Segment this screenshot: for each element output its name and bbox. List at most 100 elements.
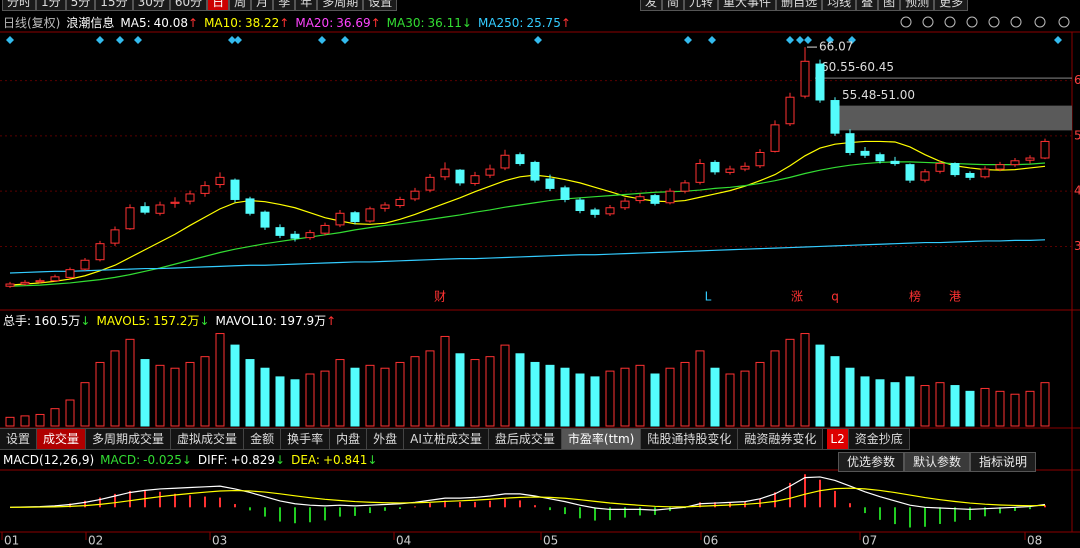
indicator-arrow: ↓: [80, 314, 91, 328]
toolbar-button[interactable]: 简: [662, 0, 685, 11]
tab[interactable]: 内盘: [330, 429, 368, 449]
candle-body: [770, 124, 780, 152]
volume-bar: [485, 356, 495, 427]
tab[interactable]: 虚拟成交量: [171, 429, 245, 449]
volume-bar: [575, 373, 585, 427]
indicator-arrow: ↓: [181, 453, 192, 467]
candle-body: [350, 212, 360, 223]
tab[interactable]: AI立桩成交量: [404, 429, 489, 449]
event-label: 榜: [909, 289, 921, 304]
toolbar-button[interactable]: 60分: [169, 0, 208, 11]
signal-diamond: [796, 36, 804, 44]
volume-bar: [530, 361, 540, 427]
indicator-value: 157.2万: [153, 314, 200, 328]
toolbar-button[interactable]: 更多: [934, 0, 969, 11]
tab[interactable]: 资金抄底: [848, 429, 910, 449]
toolbar-button[interactable]: 多周期: [317, 0, 364, 11]
candle-body: [200, 185, 210, 194]
indicator: MACD: -0.025↓: [100, 453, 192, 467]
candle-body: [860, 150, 870, 156]
month-label: 08: [1027, 534, 1042, 548]
indicator-arrow: ↑: [326, 314, 337, 328]
ma-line: [9, 161, 1046, 287]
tab[interactable]: 成交量: [37, 429, 87, 449]
volume-bar: [845, 367, 855, 427]
button[interactable]: 指标说明: [970, 452, 1037, 472]
candle-body: [845, 133, 855, 153]
tab[interactable]: 市盈率(ttm): [561, 429, 642, 449]
toolbar-button[interactable]: 设置: [363, 0, 398, 11]
signal-diamond: [534, 36, 542, 44]
toolbar-button[interactable]: 重大事件: [718, 0, 777, 11]
candle-body: [725, 168, 735, 173]
button[interactable]: 优选参数: [838, 452, 905, 472]
period: 日线(复权): [3, 16, 61, 30]
tab[interactable]: 外盘: [367, 429, 405, 449]
toolbar-button[interactable]: 1分: [36, 0, 66, 11]
toolbar-button[interactable]: 30分: [132, 0, 170, 11]
y-tick-label: 60: [1074, 73, 1080, 87]
toolbar-button[interactable]: 发: [640, 0, 663, 11]
indicator-label: MA5:: [120, 15, 151, 30]
volume-bar: [290, 379, 300, 427]
volume-bar: [95, 361, 105, 427]
indicator-value: 36.11: [427, 15, 462, 30]
volume-bar: [830, 356, 840, 427]
volume-bar: [140, 359, 150, 427]
toolbar-button[interactable]: 日: [207, 0, 230, 11]
toolbar-button[interactable]: 均线: [822, 0, 857, 11]
tab[interactable]: 陆股通持股变化: [641, 429, 739, 449]
toolbar-button[interactable]: 删自选: [776, 0, 823, 11]
tab[interactable]: 多周期成交量: [86, 429, 172, 449]
indicator-arrow: ↑: [370, 15, 381, 30]
icon: [988, 16, 1000, 28]
volume-bar: [395, 361, 405, 427]
month-label: 01: [4, 534, 19, 548]
toolbar-button[interactable]: 月: [251, 0, 274, 11]
tab[interactable]: 设置: [0, 429, 38, 449]
toolbar-button[interactable]: 周: [229, 0, 252, 11]
tab[interactable]: 融资融券变化: [738, 429, 824, 449]
indicator-value: +0.841: [322, 453, 368, 467]
price-range: [815, 77, 1072, 79]
toolbar: 发简九转 重大事件 删自选 均线叠图预测 更多: [640, 0, 969, 11]
tab[interactable]: 金额: [244, 429, 282, 449]
toolbar-button[interactable]: 5分: [65, 0, 96, 11]
indicator: DEA: +0.841↓: [291, 453, 377, 467]
indicator: MA250: 25.75↑: [478, 16, 571, 30]
volume-bar: [200, 356, 210, 427]
icon: [900, 16, 912, 28]
volume-bar: [545, 364, 555, 427]
indicator-label: DEA:: [291, 453, 320, 467]
volume-bar: [755, 361, 765, 427]
indicator-label: MA20:: [295, 15, 334, 30]
toolbar-button[interactable]: 预测: [900, 0, 935, 11]
indicator-label: MAVOL10:: [215, 314, 277, 328]
button[interactable]: 默认参数: [904, 452, 971, 472]
candle-body: [515, 154, 525, 165]
price-range: [836, 105, 1072, 131]
candle-body: [1010, 160, 1020, 166]
indicator-arrow: ↑: [279, 15, 290, 30]
toolbar-button[interactable]: 图: [878, 0, 901, 11]
volume-bar: [515, 353, 525, 427]
toolbar-button[interactable]: 季: [273, 0, 296, 11]
toolbar-button[interactable]: 分时: [2, 0, 37, 11]
tab[interactable]: 换手率: [281, 429, 331, 449]
toolbar-button[interactable]: 九转: [684, 0, 719, 11]
volume-bar: [695, 350, 705, 427]
tab[interactable]: L2: [827, 429, 849, 449]
toolbar-button[interactable]: 年: [295, 0, 318, 11]
event-label: q: [831, 290, 839, 304]
candle-body: [680, 182, 690, 192]
volume-bar: [1025, 390, 1035, 427]
volume-bar: [1010, 393, 1020, 427]
tab[interactable]: 盘后成交量: [488, 429, 562, 449]
signal-diamond: [786, 36, 794, 44]
indicator: MAVOL5: 157.2万↓: [96, 312, 209, 329]
volume-bar: [410, 356, 420, 427]
volume-bar: [5, 416, 15, 427]
toolbar-button[interactable]: 叠: [856, 0, 879, 11]
indicator-label: MACD:: [100, 453, 141, 467]
toolbar-button[interactable]: 15分: [95, 0, 133, 11]
